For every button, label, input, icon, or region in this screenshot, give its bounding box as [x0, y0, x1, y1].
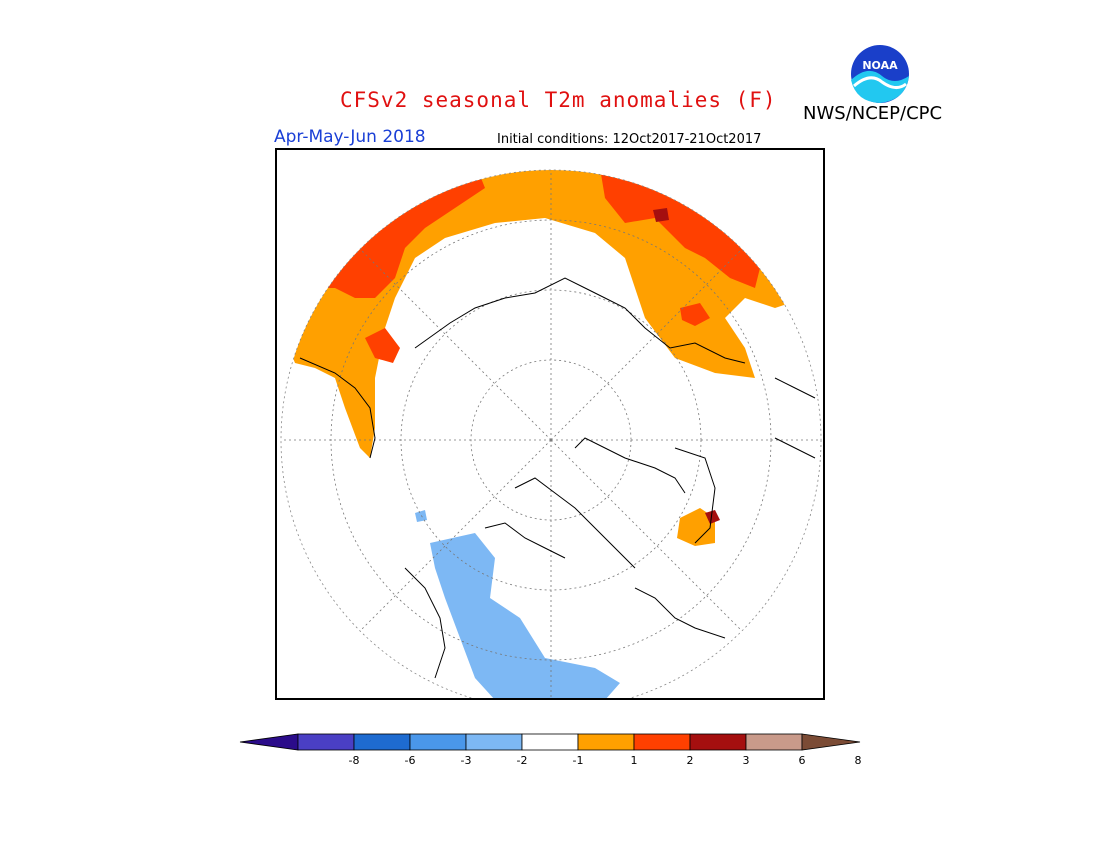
legend-colorbar: -8 -6 -3 -2 -1 1 2 3 6 8 — [239, 733, 862, 767]
legend-swatch — [633, 733, 691, 751]
noaa-logo-text: NOAA — [862, 59, 898, 72]
legend-label: 8 — [855, 754, 862, 767]
noaa-logo-icon: NOAA — [849, 43, 911, 105]
legend-swatch — [577, 733, 635, 751]
legend-swatch — [745, 733, 803, 751]
anomaly-region-canada-blue-small — [415, 510, 427, 522]
legend-label: -2 — [517, 754, 528, 767]
legend-label: -6 — [405, 754, 416, 767]
legend-label: -1 — [573, 754, 584, 767]
anomaly-region-greenland-orange — [677, 508, 715, 546]
legend-label: 2 — [687, 754, 694, 767]
anomaly-region-greenland-red — [705, 510, 720, 524]
map-frame — [275, 148, 825, 700]
initial-conditions-label: Initial conditions: 12Oct2017-21Oct2017 — [497, 132, 762, 147]
period-label: Apr-May-Jun 2018 — [274, 127, 426, 147]
organization-label: NWS/NCEP/CPC — [803, 103, 943, 124]
legend-swatch — [465, 733, 523, 751]
legend-swatch — [353, 733, 411, 751]
legend-arrow-low — [239, 733, 299, 751]
coastlines — [299, 277, 816, 679]
polar-anomaly-map — [275, 148, 825, 700]
anomaly-region-darkred-2 — [653, 208, 669, 222]
legend-arrow-high — [801, 733, 861, 751]
anomaly-region-darkred-1 — [372, 193, 400, 216]
legend-swatch — [297, 733, 355, 751]
legend-swatch — [521, 733, 579, 751]
anomaly-region-red-patch — [365, 328, 400, 363]
legend-swatch — [689, 733, 747, 751]
legend-swatch — [409, 733, 467, 751]
legend-label: 3 — [743, 754, 750, 767]
legend-label: -3 — [461, 754, 472, 767]
anomaly-region-red-patch-2 — [680, 303, 710, 326]
legend-label: -8 — [349, 754, 360, 767]
anomaly-region-siberia-red — [315, 170, 485, 298]
legend-label: 1 — [631, 754, 638, 767]
legend-label: 6 — [799, 754, 806, 767]
anomaly-region-canada-blue — [430, 533, 620, 700]
map-title: CFSv2 seasonal T2m anomalies (F) — [340, 88, 777, 112]
